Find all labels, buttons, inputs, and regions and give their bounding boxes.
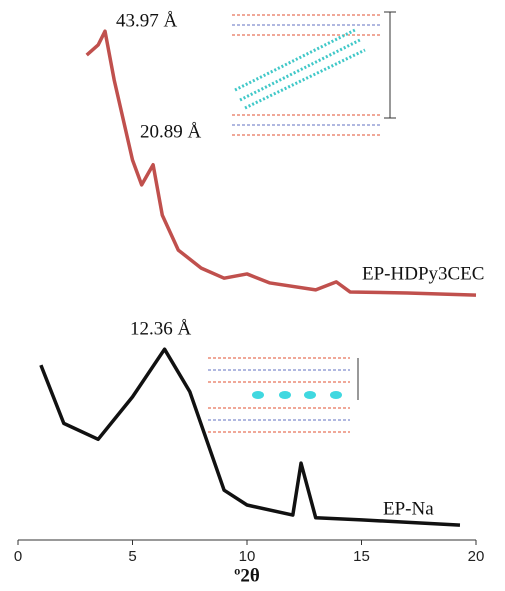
series-label: EP-Na (383, 498, 434, 519)
x-tick-label: 5 (128, 548, 136, 565)
structure-inset-top (232, 11, 396, 136)
x-tick-label: 15 (353, 548, 370, 565)
structure-inset-bottom (208, 357, 359, 433)
x-tick-label: 0 (14, 548, 22, 565)
annotation: 43.97 Å (116, 10, 178, 31)
series-label: EP-HDPy3CEC (362, 263, 484, 284)
annotation: 20.89 Å (140, 121, 202, 142)
series-line (39, 347, 461, 527)
x-tick-label: 10 (239, 548, 256, 565)
x-tick-label: 20 (468, 548, 485, 565)
x-axis-label: º2θ (234, 565, 260, 586)
series-line (85, 29, 477, 297)
annotation: 12.36 Å (130, 318, 192, 339)
